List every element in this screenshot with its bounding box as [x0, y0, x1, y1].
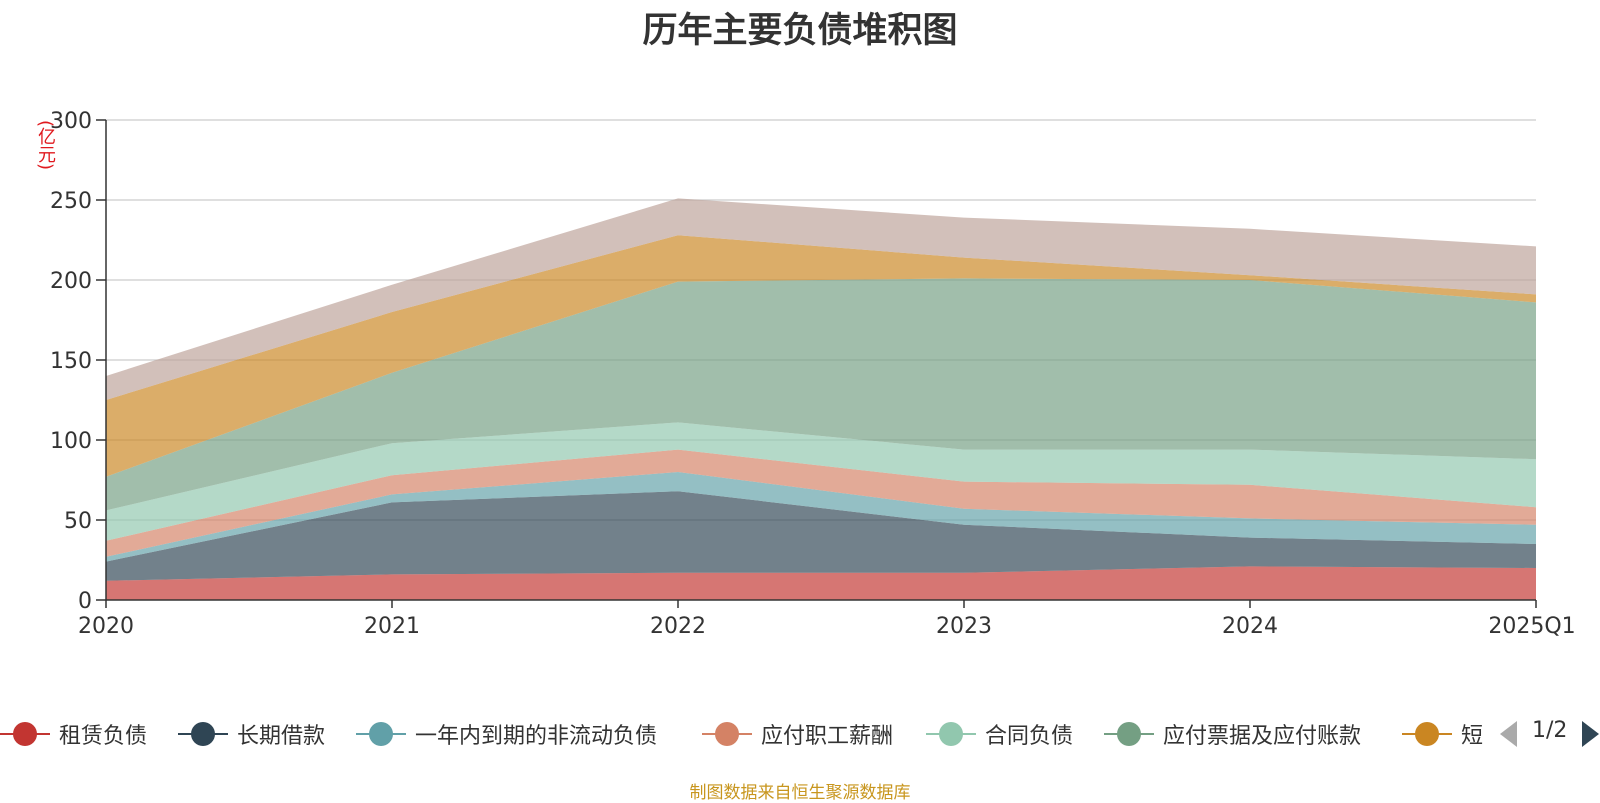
area-series-3	[106, 472, 1536, 562]
area-series-7	[106, 235, 1536, 477]
legend-marker-icon	[702, 720, 752, 748]
tick-labels: 0 50 100 150 200 250 300 2020 2021 2022 2023 2024 20…	[50, 109, 1576, 639]
legend-label: 合同负债	[985, 724, 1074, 749]
area-series-2	[106, 491, 1536, 581]
area-series-5	[106, 422, 1536, 541]
y-tick-label: 300	[50, 109, 92, 134]
x-tick-label: 2021	[364, 614, 420, 639]
legend-marker-icon	[178, 720, 228, 748]
legend: 租赁负债 长期借款 一年内到期的非流动负债 应付职工薪酬 合同负债 应付票据及应付账款 短	[0, 712, 1600, 756]
legend-label: 租赁负债	[59, 724, 148, 749]
legend-item[interactable]: 长期借款	[178, 712, 325, 756]
y-axis-unit-label: (亿元)	[35, 120, 56, 171]
legend-item[interactable]: 租赁负债	[0, 712, 147, 756]
area-series-4	[106, 449, 1536, 557]
chart-title: 历年主要负债堆积图	[642, 11, 958, 51]
legend-marker-icon	[356, 720, 406, 748]
legend-marker-icon	[926, 720, 976, 748]
area-series-1	[106, 566, 1536, 600]
data-source-note: 制图数据来自恒生聚源数据库	[689, 783, 911, 803]
legend-label: 长期借款	[237, 724, 326, 749]
y-tick-label: 250	[50, 189, 92, 214]
legend-item[interactable]: 合同负债	[926, 712, 1073, 756]
legend-label: 短	[1461, 724, 1484, 749]
x-tick-label: 2020	[78, 614, 134, 639]
legend-label: 一年内到期的非流动负债	[415, 724, 658, 749]
x-tick-label: 2025Q1	[1488, 614, 1575, 639]
legend-pager: 1/2	[1500, 712, 1600, 756]
y-tick-label: 150	[50, 349, 92, 374]
x-tick-label: 2022	[650, 614, 706, 639]
area-series	[106, 198, 1536, 600]
legend-marker-icon	[1402, 720, 1452, 748]
legend-page-indicator: 1/2	[1532, 718, 1568, 743]
x-tick-label: 2024	[1222, 614, 1278, 639]
legend-prev-page-icon[interactable]	[1500, 721, 1517, 747]
y-tick-label: 0	[78, 589, 92, 614]
area-series-6	[106, 278, 1536, 511]
legend-item[interactable]: 应付票据及应付账款	[1104, 712, 1361, 756]
legend-item[interactable]: 一年内到期的非流动负债	[356, 712, 657, 756]
area-series-8	[106, 198, 1536, 400]
x-tick-label: 2023	[936, 614, 992, 639]
axes	[96, 119, 1537, 608]
y-tick-label: 200	[50, 269, 92, 294]
legend-label: 应付票据及应付账款	[1163, 724, 1362, 749]
legend-item[interactable]: 应付职工薪酬	[702, 712, 893, 756]
legend-next-page-icon[interactable]	[1582, 721, 1599, 747]
y-tick-label: 50	[64, 509, 92, 534]
legend-marker-icon	[1104, 720, 1154, 748]
y-tick-label: 100	[50, 429, 92, 454]
legend-marker-icon	[0, 720, 50, 748]
legend-item[interactable]: 短	[1402, 712, 1483, 756]
legend-label: 应付职工薪酬	[761, 724, 894, 749]
